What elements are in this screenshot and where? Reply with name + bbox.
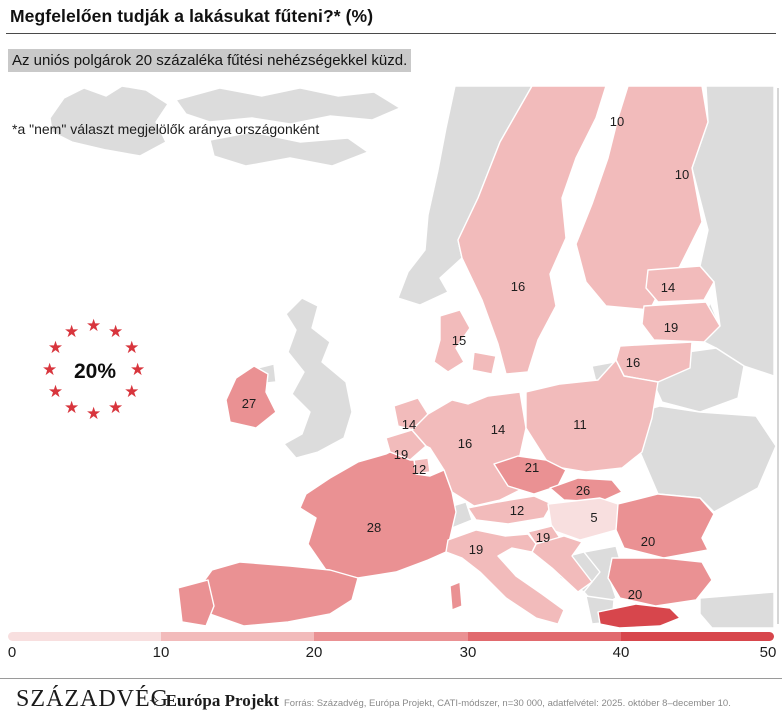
eu-star-icon: ★ xyxy=(86,404,102,424)
map-value-label: 11 xyxy=(573,417,587,432)
hungary-shape xyxy=(547,497,625,541)
map-value-label: 16 xyxy=(458,436,472,451)
szazadveg-logo: SZÁZADVÉG xyxy=(16,686,169,712)
scale-tick-label: 10 xyxy=(152,644,170,661)
scale-tick-label: 50 xyxy=(759,644,777,661)
scale-segment xyxy=(620,632,774,641)
europa-projekt-logo: ✧ Európa Projekt xyxy=(148,691,279,711)
map-value-label: 12 xyxy=(510,503,524,518)
germany-shape xyxy=(411,391,527,507)
map-value-label: 19 xyxy=(469,542,483,557)
map-value-label: 14 xyxy=(661,280,675,295)
austria-shape xyxy=(467,495,553,525)
map-value-labels-group: 10 10 16 14 19 16 15 27 14 14 16 11 19 12 21 26 12 5 19 19 2… xyxy=(242,114,689,602)
eu-star-icon: ★ xyxy=(108,321,124,342)
europa-projekt-label: Európa Projekt xyxy=(165,691,280,710)
map-value-label: 16 xyxy=(511,279,525,294)
map-value-label: 20 xyxy=(628,587,642,602)
eu-star-icon: ★ xyxy=(124,382,140,402)
spain-shape xyxy=(195,561,359,627)
denmark-islands-shape xyxy=(471,351,497,375)
map-value-label: 21 xyxy=(525,460,539,475)
map-value-label: 12 xyxy=(412,462,426,477)
page-title: Megfelelően tudják a lakásukat fűteni?* … xyxy=(10,6,374,26)
map-value-label: 5 xyxy=(590,510,597,525)
corsica-shape xyxy=(449,581,463,611)
map-value-label: 14 xyxy=(491,422,505,437)
eu-star-icon: ★ xyxy=(47,338,64,358)
romania-shape xyxy=(615,493,715,559)
map-value-label: 14 xyxy=(402,417,416,432)
ireland-shape xyxy=(225,365,277,429)
iceland-shape xyxy=(49,85,169,157)
sweden-shape xyxy=(457,85,607,375)
scale-segment xyxy=(8,632,162,641)
scale-segment xyxy=(161,632,315,641)
eu-star-icon: ★ xyxy=(130,360,146,380)
map-value-label: 19 xyxy=(536,530,550,545)
north-landmass-band xyxy=(175,87,401,125)
eu-star-icon: ★ xyxy=(47,382,64,402)
eu-star-icon: ★ xyxy=(42,360,58,380)
north-landmass-lobe xyxy=(209,131,369,167)
europe-choropleth-map: 10 10 16 14 19 16 15 27 14 14 16 11 19 12 21 26 12 5 19 19 2… xyxy=(49,85,779,629)
map-value-label: 28 xyxy=(367,520,381,535)
slovakia-shape xyxy=(549,477,623,503)
map-value-label: 27 xyxy=(242,396,256,411)
scale-tick-label: 20 xyxy=(305,644,323,661)
croatia-shape xyxy=(531,535,593,593)
map-value-label: 19 xyxy=(664,320,678,335)
subtitle: Az uniós polgárok 20 százaléka fűtési ne… xyxy=(8,49,412,72)
turkey-shape xyxy=(699,591,775,629)
scale-tick-label: 0 xyxy=(7,644,17,661)
czechia-shape xyxy=(493,455,567,495)
scale-tick-label: 40 xyxy=(612,644,630,661)
footnote: *a "nem" választ megjelölők aránya orszá… xyxy=(12,121,320,137)
map-value-label: 10 xyxy=(610,114,624,129)
russia-shape xyxy=(691,85,775,377)
italy-shape xyxy=(445,529,565,625)
eu-star-icon: ★ xyxy=(108,398,124,419)
map-value-label: 16 xyxy=(626,355,640,370)
denmark-shape xyxy=(433,309,471,373)
scale-tick-label: 30 xyxy=(459,644,477,661)
map-value-label: 20 xyxy=(641,534,655,549)
color-scale-bar xyxy=(8,632,774,641)
belgium-shape xyxy=(385,429,427,461)
map-value-label: 19 xyxy=(394,447,408,462)
scale-segment xyxy=(467,632,621,641)
map-value-label: 26 xyxy=(576,483,590,498)
scale-segment xyxy=(314,632,468,641)
eu-star-icon: ★ xyxy=(64,321,80,342)
uk-shape xyxy=(283,297,353,459)
map-value-label: 15 xyxy=(452,333,466,348)
bulgaria-shape xyxy=(607,557,713,607)
title-divider xyxy=(6,33,776,34)
source-text: Forrás: Századvég, Európa Projekt, CATI-… xyxy=(284,698,731,709)
estonia-shape xyxy=(645,265,715,303)
france-shape xyxy=(299,451,457,579)
eu-star-icon: ★ xyxy=(124,338,140,358)
eu-average-value: 20% xyxy=(73,360,117,383)
eu-star-icon: ★ xyxy=(64,398,80,419)
footer-divider xyxy=(0,678,782,679)
greece-shape xyxy=(597,603,681,629)
eu-countries-group xyxy=(177,85,721,629)
europa-projekt-diamond-icon: ✧ xyxy=(148,692,161,710)
latvia-shape xyxy=(641,301,721,343)
eu-star-icon: ★ xyxy=(86,316,102,336)
map-value-label: 10 xyxy=(675,167,689,182)
portugal-shape xyxy=(177,579,215,627)
color-scale-ticks: 0 10 20 30 40 50 xyxy=(0,644,782,662)
subtitle-highlight: Az uniós polgárok 20 százaléka fűtési ne… xyxy=(8,49,412,72)
eu-average-badge: ★ ★ ★ ★ ★ ★ ★ ★ ★ ★ ★ ★ 20% xyxy=(33,310,157,434)
